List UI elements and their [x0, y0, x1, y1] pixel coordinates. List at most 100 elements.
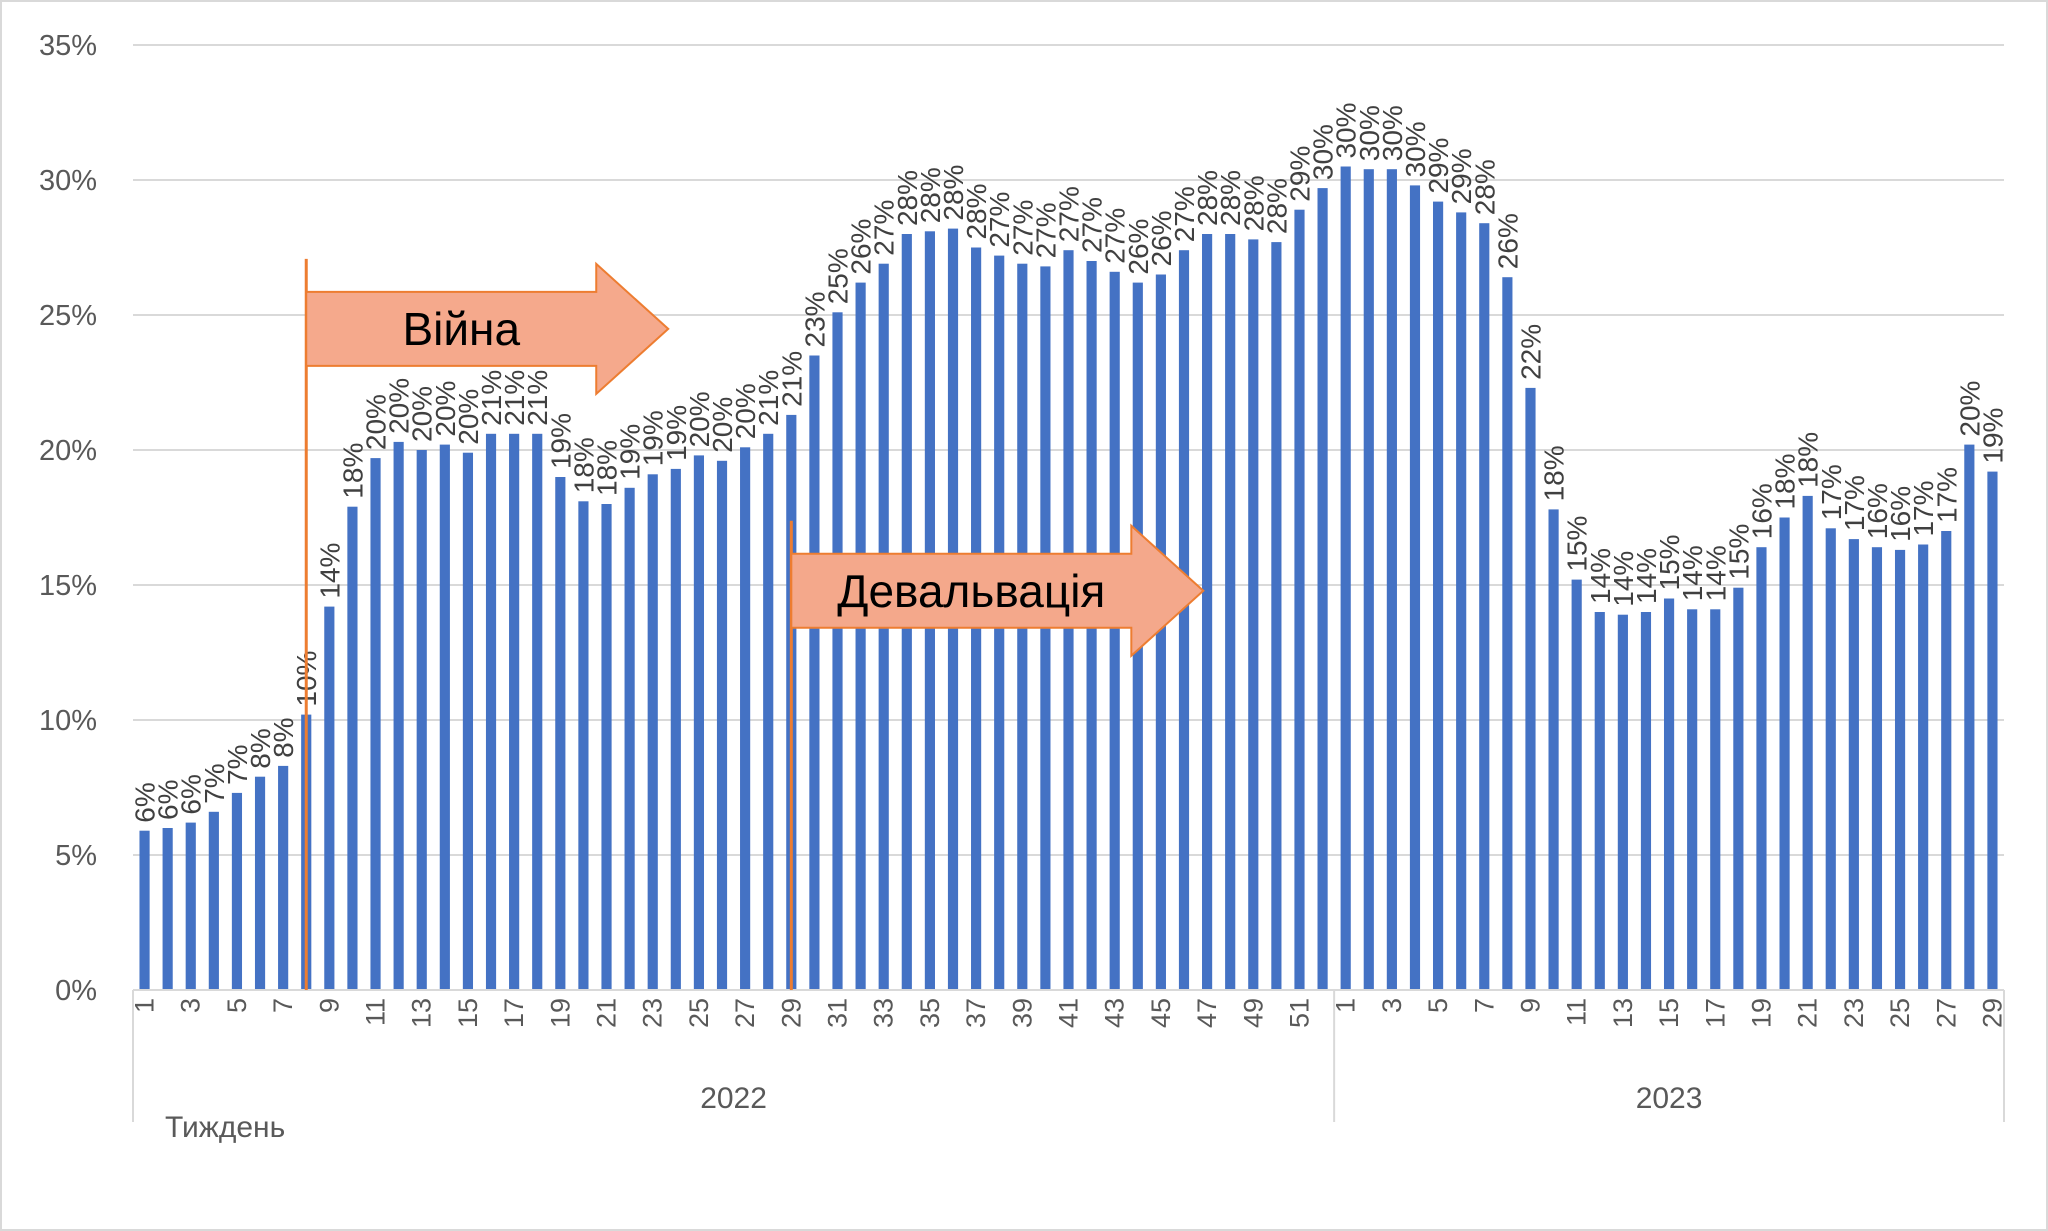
y-tick-label: 10%: [39, 705, 97, 737]
y-tick-label: 25%: [39, 300, 97, 332]
bar: [185, 822, 196, 990]
bar: [832, 312, 843, 990]
bar: [254, 776, 266, 990]
data-label: 28%: [1238, 175, 1269, 231]
data-label: 29%: [1446, 148, 1477, 204]
bar: [1456, 212, 1467, 990]
bar: [1386, 169, 1397, 990]
bar: [1987, 471, 1998, 991]
bar: [1964, 444, 1975, 991]
data-label: 18%: [592, 440, 623, 496]
data-label: 30%: [1377, 105, 1408, 161]
data-label: 20%: [407, 386, 438, 442]
data-label: 28%: [1192, 170, 1223, 226]
bar: [1617, 614, 1628, 990]
y-tick-label: 0%: [55, 975, 97, 1007]
x-tick-label: 27: [1931, 998, 1961, 1028]
data-label: 27%: [1100, 208, 1131, 264]
x-tick-label: 5: [1423, 998, 1453, 1013]
data-label: 27%: [869, 200, 900, 256]
bar: [1941, 531, 1952, 990]
annotation-text: Девальвація: [837, 565, 1105, 617]
data-label: 18%: [1770, 453, 1801, 509]
bar: [601, 504, 612, 990]
data-label: 20%: [430, 381, 461, 437]
data-label: 28%: [892, 170, 923, 226]
x-tick-label: 47: [1192, 998, 1222, 1028]
bar: [1502, 277, 1513, 990]
bar: [1571, 579, 1582, 990]
bar: [1432, 201, 1444, 991]
annotation-arrow: [790, 523, 1205, 659]
bar: [1525, 387, 1536, 990]
data-label: 14%: [1608, 551, 1639, 607]
bar: [509, 433, 520, 990]
bar: [370, 458, 381, 991]
bar: [1363, 169, 1374, 990]
data-label: 26%: [1146, 210, 1177, 266]
x-tick-label: 15: [453, 998, 483, 1028]
bar: [416, 450, 427, 990]
data-label: 29%: [1284, 146, 1315, 202]
bar: [855, 282, 866, 991]
data-label: 27%: [1169, 186, 1200, 242]
bar: [1340, 166, 1351, 990]
x-tick-label: 3: [176, 998, 206, 1013]
x-tick-label: 45: [1146, 998, 1176, 1028]
data-label: 21%: [776, 351, 807, 407]
bar: [208, 811, 219, 990]
data-label: 17%: [1908, 480, 1939, 536]
bar: [439, 444, 450, 991]
data-label: 14%: [1677, 545, 1708, 601]
x-tick-label: 23: [1839, 998, 1869, 1028]
data-label: 19%: [615, 424, 646, 480]
x-tick-label: 23: [638, 998, 668, 1028]
data-label: 21%: [522, 370, 553, 426]
bar: [809, 355, 820, 990]
x-tick-label: 39: [1007, 998, 1037, 1028]
y-tick-label: 35%: [39, 30, 97, 62]
data-label: 18%: [337, 443, 368, 499]
data-label: 30%: [1354, 105, 1385, 161]
data-label: 27%: [1030, 202, 1061, 258]
data-label: 16%: [1862, 483, 1893, 539]
year-label-2022: 2022: [700, 1082, 767, 1115]
data-label: 15%: [1654, 534, 1685, 590]
bar: [1918, 544, 1929, 990]
x-tick-label: 19: [545, 998, 575, 1028]
data-label: 17%: [1931, 467, 1962, 523]
bar: [1871, 547, 1883, 990]
data-label: 22%: [1515, 324, 1546, 380]
data-label: 8%: [268, 717, 299, 757]
bar: [1848, 539, 1859, 990]
data-label: 8%: [245, 728, 276, 768]
data-label: 7%: [199, 763, 230, 803]
bar: [347, 506, 358, 990]
bar: [716, 460, 728, 990]
data-label: 21%: [753, 370, 784, 426]
data-label: 30%: [1331, 102, 1362, 158]
bar: [1202, 234, 1213, 990]
bar: [485, 433, 497, 990]
data-label: 28%: [961, 183, 992, 239]
x-tick-label: 1: [1331, 998, 1361, 1013]
bar: [278, 765, 289, 990]
data-label: 6%: [130, 782, 161, 822]
bar: [1317, 188, 1328, 991]
x-tick-label: 17: [499, 998, 529, 1028]
bar: [1479, 223, 1490, 990]
bar: [1155, 274, 1166, 990]
x-tick-label: 11: [1562, 998, 1592, 1026]
data-label: 28%: [1261, 178, 1292, 234]
annotation-text: Війна: [402, 303, 520, 355]
bar: [162, 828, 173, 990]
bar: [1825, 528, 1836, 990]
data-label: 6%: [176, 774, 207, 814]
bar: [693, 455, 705, 990]
data-label: 19%: [545, 413, 576, 469]
data-label: 20%: [684, 391, 715, 447]
data-label: 20%: [384, 378, 415, 434]
bar: [555, 477, 566, 990]
x-tick-label: 49: [1238, 998, 1268, 1028]
